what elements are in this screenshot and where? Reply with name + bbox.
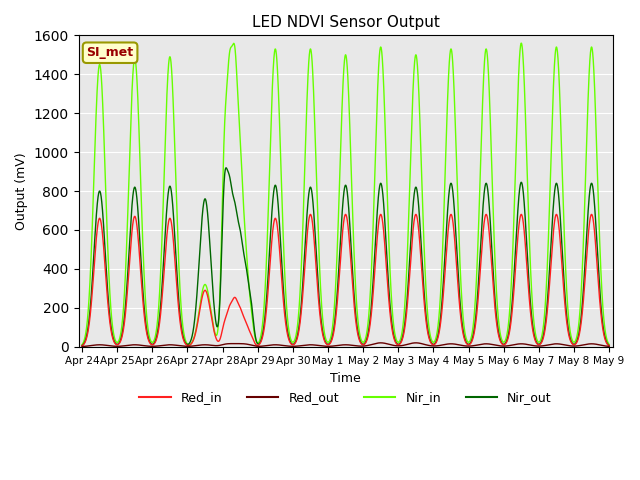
X-axis label: Time: Time: [330, 372, 361, 385]
Text: SI_met: SI_met: [86, 46, 134, 59]
Legend: Red_in, Red_out, Nir_in, Nir_out: Red_in, Red_out, Nir_in, Nir_out: [134, 386, 557, 409]
Title: LED NDVI Sensor Output: LED NDVI Sensor Output: [252, 15, 440, 30]
Y-axis label: Output (mV): Output (mV): [15, 152, 28, 230]
